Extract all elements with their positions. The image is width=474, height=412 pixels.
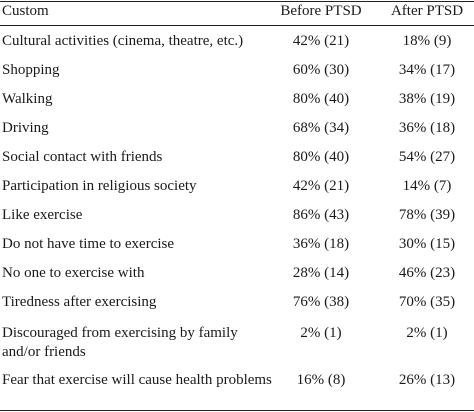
row-custom: Tiredness after exercising — [2, 294, 157, 310]
row-before: 86% (43) — [292, 207, 350, 223]
row-before: 16% (8) — [296, 372, 346, 388]
row-after: 2% (1) — [406, 325, 448, 341]
row-before: 60% (30) — [292, 62, 350, 78]
row-after: 70% (35) — [398, 294, 456, 310]
row-custom: Social contact with friends — [2, 149, 163, 165]
row-after: 34% (17) — [398, 62, 456, 78]
row-custom: Shopping — [2, 62, 60, 78]
row-custom: Walking — [2, 91, 53, 107]
row-custom: Driving — [2, 120, 49, 136]
header-before-ptsd: Before PTSD — [280, 3, 362, 19]
row-before: 2% (1) — [300, 325, 342, 341]
row-before: 80% (40) — [292, 149, 350, 165]
header-after-ptsd: After PTSD — [390, 3, 464, 19]
table-top-rule — [0, 1, 474, 2]
row-before: 42% (21) — [292, 178, 350, 194]
table-header-rule — [0, 25, 474, 26]
row-after: 54% (27) — [398, 149, 456, 165]
row-custom: Do not have time to exercise — [2, 236, 175, 252]
row-custom: Like exercise — [2, 207, 83, 223]
row-before: 36% (18) — [292, 236, 350, 252]
row-after: 14% (7) — [402, 178, 452, 194]
row-custom: Fear that exercise will cause health pro… — [2, 372, 272, 388]
row-before: 80% (40) — [292, 91, 350, 107]
row-after: 26% (13) — [398, 372, 456, 388]
row-custom: Discouraged from exercising by family an… — [2, 325, 238, 360]
row-before: 42% (21) — [292, 33, 350, 49]
row-custom: Participation in religious society — [2, 178, 197, 194]
row-after: 78% (39) — [398, 207, 456, 223]
row-after: 46% (23) — [398, 265, 456, 281]
row-after: 18% (9) — [402, 33, 452, 49]
row-custom: Cultural activities (cinema, theatre, et… — [2, 33, 244, 49]
row-before: 28% (14) — [292, 265, 350, 281]
row-custom: No one to exercise with — [2, 265, 145, 281]
table-bottom-rule — [0, 410, 474, 411]
row-before: 76% (38) — [292, 294, 350, 310]
row-after: 38% (19) — [398, 91, 456, 107]
row-after: 30% (15) — [398, 236, 456, 252]
row-before: 68% (34) — [292, 120, 350, 136]
row-after: 36% (18) — [398, 120, 456, 136]
header-custom: Custom — [2, 3, 49, 19]
